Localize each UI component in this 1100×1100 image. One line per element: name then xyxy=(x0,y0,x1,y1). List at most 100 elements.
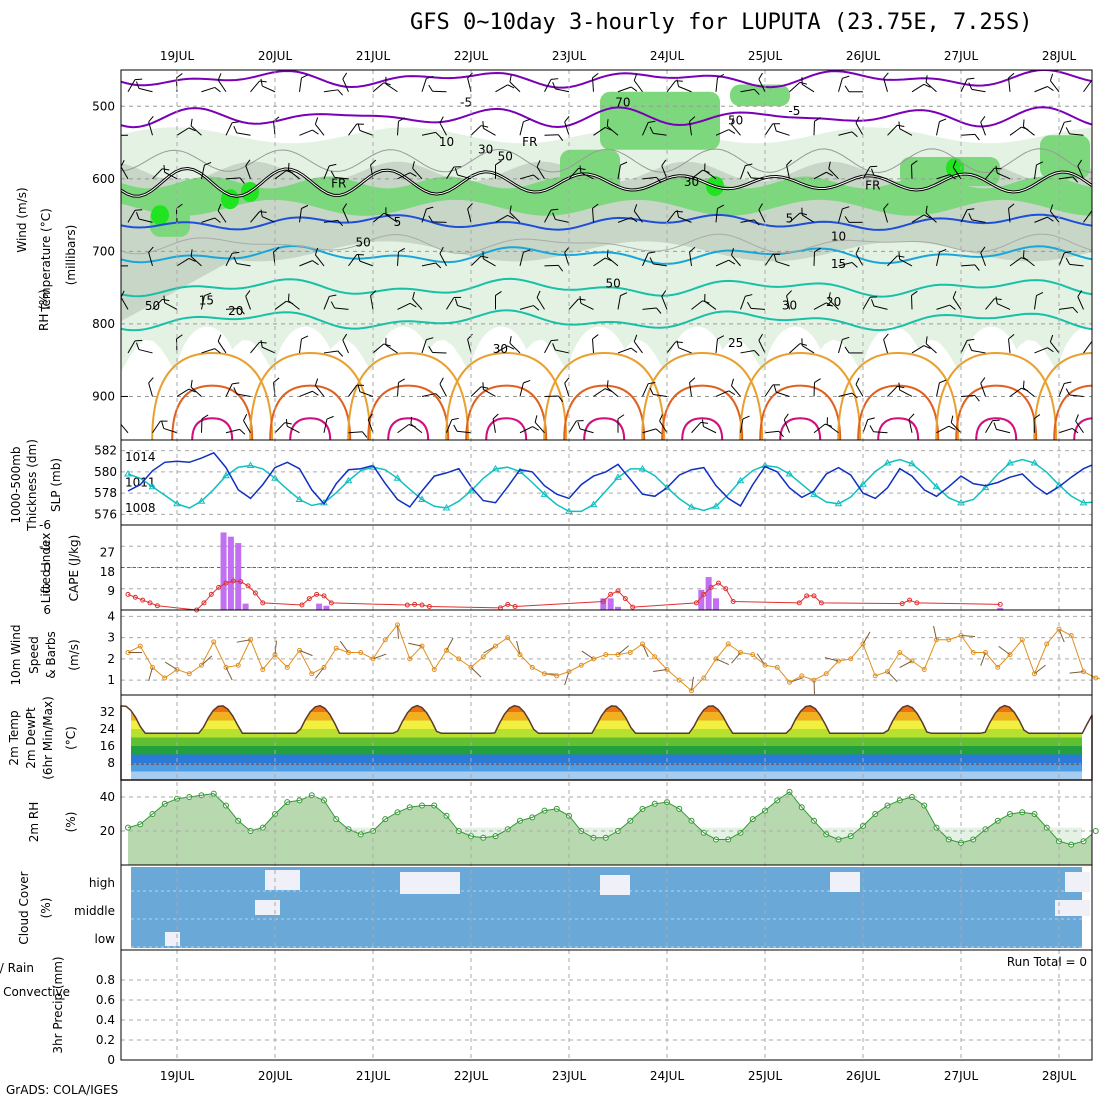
wind-barb-staff xyxy=(152,420,161,434)
warm-temp-contour xyxy=(661,384,744,441)
wind-barb-staff xyxy=(367,419,374,433)
wind-barb-flag xyxy=(992,419,1000,422)
wind-barb xyxy=(666,341,683,354)
wind-barb xyxy=(314,378,325,397)
wind-barb-staff xyxy=(764,384,774,397)
wind-barb xyxy=(758,72,766,92)
wind-barb-flag xyxy=(176,334,183,340)
wind-barb xyxy=(813,378,821,397)
wind-barb-staff xyxy=(1034,164,1037,179)
wind-barb-staff xyxy=(740,165,746,179)
precip-tick-label: 0.2 xyxy=(96,1033,115,1047)
wind-barb xyxy=(579,296,594,310)
wind-barb xyxy=(225,428,246,435)
warm-temp-contour xyxy=(347,351,470,441)
wind-barb-flag xyxy=(260,209,263,217)
wind-barb-flag xyxy=(1047,86,1054,91)
wind-barb xyxy=(887,255,905,267)
wind-barb-flag xyxy=(148,377,154,384)
wind-barb-flag xyxy=(232,251,240,254)
wind-barb-flag xyxy=(439,116,444,124)
cape-bar xyxy=(997,607,1004,610)
wind-barb-flag xyxy=(753,88,760,95)
wind-barb-flag xyxy=(188,258,196,262)
wind-barb xyxy=(887,124,905,136)
wind-barb xyxy=(225,177,245,184)
wind-barb-staff xyxy=(715,129,729,136)
wind-barb-staff xyxy=(470,255,482,267)
wind-barb-staff xyxy=(873,305,888,310)
wind-barb-staff xyxy=(691,300,703,310)
wind-barb-staff xyxy=(855,253,864,267)
wind-barb-staff xyxy=(666,341,677,354)
wind-barb xyxy=(960,133,980,141)
wind-barb-flag xyxy=(301,335,309,340)
warm-temp-contour xyxy=(387,417,430,441)
wind-barb-staff xyxy=(495,214,508,223)
cape-bar xyxy=(220,532,227,610)
temp-contour-10 xyxy=(121,245,1092,265)
wind-barb-staff xyxy=(421,262,436,267)
wind-barb-flag xyxy=(869,296,878,298)
cape-bar xyxy=(713,598,719,610)
wind-barb xyxy=(136,212,153,223)
wind-barb xyxy=(995,296,1011,310)
wind-speed-point xyxy=(456,656,462,662)
wind-barb xyxy=(225,307,245,315)
wind-barb-staff xyxy=(980,121,986,136)
wind-barb-flag xyxy=(523,249,531,253)
wind-barb-flag xyxy=(898,382,901,390)
rh-contour-gray xyxy=(121,148,1092,174)
wind-speed-point xyxy=(493,643,498,649)
wind-barb-staff xyxy=(764,253,774,267)
wind-barb-flag xyxy=(844,346,850,354)
wind-barb xyxy=(731,117,741,136)
wind-barb xyxy=(372,82,391,93)
wind-barb xyxy=(357,384,374,397)
cape-bar xyxy=(323,605,330,610)
wind-barb xyxy=(642,428,662,434)
wind10-barb xyxy=(715,658,729,666)
wind-barb-staff xyxy=(286,425,300,434)
wind-barb-flag xyxy=(217,334,222,342)
wind-barb-staff xyxy=(148,382,153,397)
wind-barb-staff xyxy=(1023,126,1035,136)
wind-barb xyxy=(704,163,717,180)
wind-barb-flag xyxy=(523,118,531,123)
cloud-fraction xyxy=(165,932,180,946)
wind-barb-flag xyxy=(747,171,752,179)
warm-temp-contour xyxy=(465,384,548,441)
wind-barb-flag xyxy=(428,84,433,92)
wind-barb-flag xyxy=(633,334,638,342)
wind10-barb xyxy=(960,635,976,637)
wind-barb xyxy=(995,165,1011,180)
wind-barb xyxy=(233,387,251,397)
wind-barb-flag xyxy=(409,302,417,308)
wind-barb-staff xyxy=(421,78,427,92)
wind-barb xyxy=(592,203,599,223)
wind-barb-flag xyxy=(507,84,515,89)
wind-barb xyxy=(1075,414,1084,434)
wind-barb-flag xyxy=(773,123,777,132)
wind-barb-flag xyxy=(301,74,309,79)
wind-barb-flag xyxy=(898,121,901,129)
temp-band xyxy=(131,695,1082,704)
wind-barb-flag xyxy=(551,78,559,80)
wind-barb xyxy=(659,414,668,434)
axis-title: Temperature (°C) xyxy=(39,208,53,313)
rh-tick-label: 20 xyxy=(100,824,115,838)
wind-barb-flag xyxy=(136,212,140,220)
rh-area xyxy=(128,791,1092,865)
wind-barb-flag xyxy=(337,89,344,96)
wind-barb-staff xyxy=(1075,420,1084,434)
wind-barb-flag xyxy=(758,203,763,211)
wind-barb xyxy=(1008,72,1015,92)
wind-barb-staff xyxy=(887,386,898,397)
wind-barb xyxy=(633,73,643,93)
wind-barb-flag xyxy=(121,290,125,298)
wind-barb-staff xyxy=(1049,341,1060,354)
wind-barb-flag xyxy=(897,385,905,389)
wind-barb-flag xyxy=(467,203,473,210)
wind-barb xyxy=(606,249,619,267)
li-tick-label: 3 xyxy=(43,582,51,596)
